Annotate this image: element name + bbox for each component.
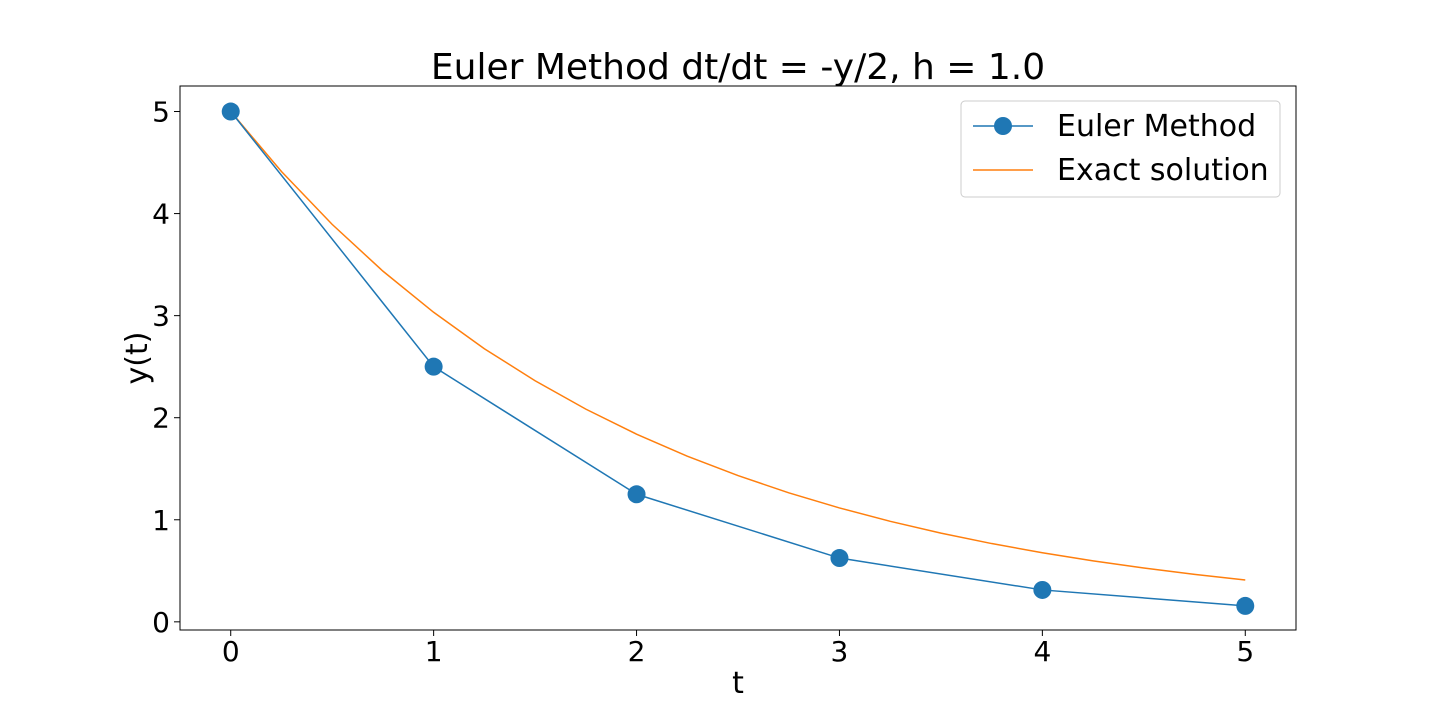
euler-method-point — [1033, 580, 1052, 599]
y-tick-label: 1 — [152, 504, 170, 537]
x-tick-label: 4 — [1033, 635, 1051, 668]
y-tick-label: 0 — [152, 606, 170, 639]
legend-euler-label: Euler Method — [1057, 109, 1256, 144]
series-layer — [221, 102, 1255, 615]
x-axis-label: t — [732, 666, 744, 701]
euler-method-line — [230, 111, 1246, 607]
exact-solution-line — [230, 111, 1246, 581]
y-tick-label: 2 — [152, 402, 170, 435]
euler-method-point — [221, 102, 240, 121]
euler-method-point — [1236, 596, 1255, 615]
y-tick-label: 4 — [152, 198, 170, 231]
x-tick-label: 3 — [831, 635, 849, 668]
x-tick-label: 1 — [425, 635, 443, 668]
y-axis: 0 1 2 3 4 5 — [152, 96, 180, 639]
x-tick-label: 0 — [222, 635, 240, 668]
y-axis-label: y(t) — [120, 332, 155, 385]
legend-exact-label: Exact solution — [1057, 153, 1269, 188]
legend-euler-marker — [994, 117, 1012, 135]
legend: Euler Method Exact solution — [960, 100, 1281, 198]
x-tick-label: 2 — [628, 635, 646, 668]
chart-title: Euler Method dt/dt = -y/2, h = 1.0 — [431, 47, 1045, 88]
y-tick-label: 5 — [152, 96, 170, 129]
x-axis: 0 1 2 3 4 5 — [222, 630, 1254, 668]
plot-area: 0 1 2 3 4 5 0 1 2 3 4 5 — [152, 85, 1297, 668]
euler-method-point — [830, 549, 849, 568]
euler-method-point — [424, 357, 443, 376]
euler-method-point — [627, 485, 646, 504]
legend-box — [960, 100, 1281, 198]
y-tick-label: 3 — [152, 300, 170, 333]
plot-frame — [179, 85, 1297, 631]
x-tick-label: 5 — [1236, 635, 1254, 668]
